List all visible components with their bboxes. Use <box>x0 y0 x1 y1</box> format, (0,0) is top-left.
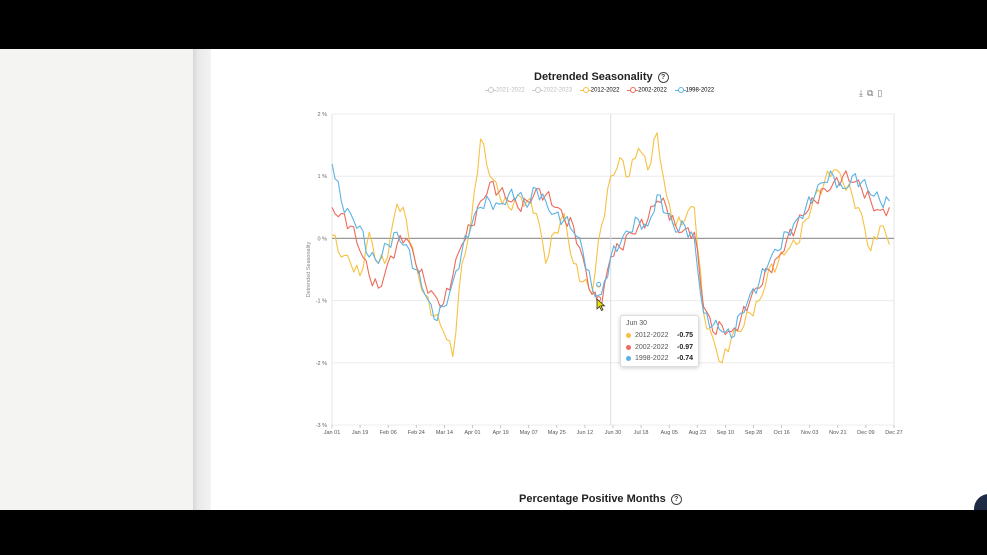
x-tick-label: Feb 24 <box>408 430 425 436</box>
x-tick-label: Jan 19 <box>352 430 369 436</box>
x-tick-label: Mar 14 <box>436 430 453 436</box>
mouse-cursor-icon <box>596 298 606 312</box>
x-tick-label: Jun 12 <box>577 430 594 436</box>
legend-line-marker-icon <box>674 87 686 93</box>
legend-item-2021-2022[interactable]: 2021-2022 <box>485 87 525 94</box>
second-chart-title-text: Percentage Positive Months <box>519 493 666 505</box>
x-tick-label: Jul 18 <box>634 430 649 436</box>
x-tick-label: Nov 21 <box>829 430 846 436</box>
tooltip-series-value: -0.97 <box>677 343 693 351</box>
y-tick-label: 1 % <box>318 174 328 180</box>
y-tick-label: 0 % <box>318 236 328 242</box>
x-tick-label: Jan 01 <box>324 430 341 436</box>
chart-tooltip: Jun 30 2012-2022 -0.75 2002-2022 -0.97 199… <box>620 315 699 367</box>
zoom-icon[interactable]: ⧉ <box>866 88 874 98</box>
help-icon[interactable]: ? <box>670 494 682 505</box>
x-tick-label: Dec 27 <box>885 430 902 436</box>
legend-label: 2021-2022 <box>496 87 525 94</box>
x-tick-label: Aug 05 <box>660 430 677 436</box>
legend-line-marker-icon <box>579 87 591 93</box>
x-tick-label: Sep 10 <box>717 430 734 436</box>
chart-card: Detrended Seasonality? 2021-2022 2022-20… <box>211 49 987 510</box>
help-icon[interactable]: ? <box>657 72 669 83</box>
x-tick-label: Dec 09 <box>857 430 874 436</box>
tooltip-series-value: -0.74 <box>677 355 693 363</box>
left-panel <box>0 49 193 510</box>
legend-item-2022-2023[interactable]: 2022-2023 <box>532 87 572 94</box>
browser-viewport: Detrended Seasonality? 2021-2022 2022-20… <box>0 49 987 510</box>
tooltip-series-name: 2002-2022 <box>635 343 669 351</box>
x-tick-label: Sep 28 <box>745 430 762 436</box>
series-dot-icon <box>626 344 631 350</box>
chart-toolbox: ⤓ ⧉ ▯ <box>859 88 886 99</box>
chat-widget-button[interactable] <box>974 494 987 510</box>
hover-point-1998-2022 <box>596 281 602 287</box>
download-icon[interactable]: ⤓ <box>859 88 863 98</box>
y-tick-label: -1 % <box>316 299 327 305</box>
x-tick-label: May 25 <box>548 430 566 436</box>
x-tick-label: Aug 23 <box>689 430 706 436</box>
x-tick-label: Feb 06 <box>380 430 397 436</box>
tooltip-row: 1998-2022 -0.74 <box>626 353 693 365</box>
series-dot-icon <box>626 356 631 362</box>
chart-title: Detrended Seasonality? <box>534 71 669 83</box>
legend-label: 2012-2022 <box>590 87 620 94</box>
legend-label: 2022-2023 <box>543 87 573 94</box>
legend-line-marker-icon <box>627 87 639 93</box>
panel-divider[interactable] <box>193 49 211 510</box>
chart-plot[interactable]: 2 % 1 % 0 % -1 % -2 % -3 % Detrended Seasonali… <box>211 49 987 449</box>
tooltip-series-value: -0.75 <box>677 332 693 340</box>
legend-label: 1998-2022 <box>685 87 715 94</box>
legend-item-1998-2022[interactable]: 1998-2022 <box>674 87 715 94</box>
tooltip-row: 2002-2022 -0.97 <box>626 342 693 354</box>
x-tick-label: Oct 16 <box>773 430 789 436</box>
x-tick-label: Nov 03 <box>801 430 818 436</box>
y-axis-label: Detrended Seasonality <box>306 241 312 297</box>
tooltip-series-name: 1998-2022 <box>635 355 669 363</box>
tooltip-series-name: 2012-2022 <box>635 332 669 340</box>
chart-legend: 2021-2022 2022-2023 2012-2022 2002-2022 … <box>485 87 720 97</box>
legend-line-marker-icon <box>485 87 496 93</box>
legend-line-marker-icon <box>532 87 544 93</box>
restore-icon[interactable]: ▯ <box>877 88 883 98</box>
y-tick-label: 2 % <box>318 112 328 118</box>
legend-item-2002-2022[interactable]: 2002-2022 <box>627 87 667 94</box>
y-tick-label: -3 % <box>316 423 327 429</box>
second-chart-title: Percentage Positive Months? <box>519 493 682 505</box>
tooltip-row: 2012-2022 -0.75 <box>626 330 693 342</box>
x-tick-label: Apr 01 <box>464 430 480 436</box>
legend-item-2012-2022[interactable]: 2012-2022 <box>579 87 620 94</box>
tooltip-date: Jun 30 <box>626 320 648 327</box>
series-line-1998-2022 <box>331 163 890 339</box>
chart-title-text: Detrended Seasonality <box>534 71 653 83</box>
series-dot-icon <box>626 333 631 339</box>
legend-label: 2002-2022 <box>638 87 667 94</box>
y-tick-label: -2 % <box>316 361 327 367</box>
x-tick-label: May 07 <box>520 430 538 436</box>
x-tick-label: Jun 30 <box>605 430 622 436</box>
x-tick-label: Apr 19 <box>492 430 508 436</box>
